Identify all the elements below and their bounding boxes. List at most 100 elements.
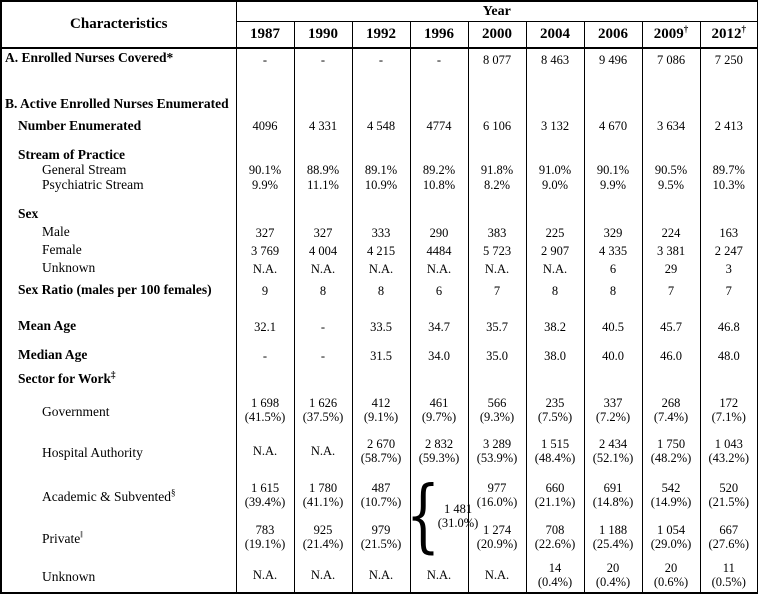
sector-hospital-authority-value-1990: N.A. xyxy=(293,432,352,469)
general-stream-value-1990: 88.9% xyxy=(293,163,352,178)
year-column-header-2009: 2009† xyxy=(641,21,700,49)
row-footnote-marker: ‖ xyxy=(80,529,83,540)
stream-heading-empty-cell xyxy=(583,147,642,163)
sector-hospital-authority-value-1987: N.A. xyxy=(235,432,294,469)
table-body: A. Enrolled Nurses Covered* - - - -8 077 8 46… xyxy=(1,48,758,593)
active-enumerated-heading-empty-cell xyxy=(351,94,410,114)
psychiatric-stream-value-2009: 9.5% xyxy=(641,177,700,193)
sector-private-value-1987: 783 (19.1%) xyxy=(235,515,294,558)
sex-male-value-1987: 327 xyxy=(235,223,294,242)
table-row-sex-male: Male 327 327 333 290 383 225 329 224 163 xyxy=(1,223,758,242)
sex-heading-empty-cell xyxy=(583,205,642,224)
sector-private-value-2006: 1 188 (25.4%) xyxy=(583,515,642,558)
active-enumerated-heading-empty-cell xyxy=(583,94,642,114)
active-enumerated-heading-empty-cell xyxy=(699,94,758,114)
sex-unknown-value-1990: N.A. xyxy=(293,259,352,278)
sector-hospital-authority-value-1996: 2 832 (59.3%) xyxy=(409,432,468,469)
spacer-row xyxy=(1,468,758,474)
psychiatric-stream-value-1996: 10.8% xyxy=(409,177,468,193)
psychiatric-stream-label: Psychiatric Stream xyxy=(1,176,236,193)
table-row-stream-heading: Stream of Practice xyxy=(1,147,758,163)
sector-heading-empty-cell xyxy=(351,369,410,390)
sector-heading-empty-cell xyxy=(525,369,584,390)
sex-female-value-2012: 2 247 xyxy=(699,241,758,260)
sector-academic-subvented-value-2009: 542 (14.9%) xyxy=(641,473,700,516)
sector-private-value-2000: 1 274 (20.9%) xyxy=(467,515,526,558)
year-column-header-2012: 2012† xyxy=(699,21,758,49)
active-enumerated-heading-empty-cell xyxy=(293,94,352,114)
sector-hospital-authority-value-2006: 2 434 (52.1%) xyxy=(583,432,642,469)
general-stream-label: General Stream xyxy=(1,162,236,178)
years-row: 1987 1990 1992 1996 2000 2004 2006 2009† 2012† xyxy=(1,21,758,49)
sex-unknown-value-2000: N.A. xyxy=(467,259,526,278)
active-enumerated-heading-empty-cell xyxy=(235,94,294,114)
table-row-enrolled-covered: A. Enrolled Nurses Covered* - - - -8 077 8 46… xyxy=(1,48,758,70)
sex-male-value-2000: 383 xyxy=(467,223,526,242)
sector-academic-subvented-value-2012: 520 (21.5%) xyxy=(699,473,758,516)
general-stream-value-2009: 90.5% xyxy=(641,163,700,178)
mean-age-value-2000: 35.7 xyxy=(467,315,526,338)
sex-female-value-1990: 4 004 xyxy=(293,241,352,260)
sex-ratio-value-2009: 7 xyxy=(641,279,700,302)
table-row-sector-heading: Sector for Work‡ xyxy=(1,369,758,390)
merged-1996-cell: {1 481 (31.0%) xyxy=(405,473,478,558)
year-label: 2006 xyxy=(598,26,628,42)
sex-female-value-1996: 4484 xyxy=(409,241,468,260)
general-stream-value-2006: 90.1% xyxy=(583,163,642,178)
psychiatric-stream-value-2012: 10.3% xyxy=(699,177,758,193)
median-age-value-1987: - xyxy=(235,344,294,367)
sector-private-value-2012: 667 (27.6%) xyxy=(699,515,758,558)
table-row-psychiatric-stream: Psychiatric Stream 9.9% 11.1% 10.9% 10.8% 8.2… xyxy=(1,176,758,193)
sex-male-value-1990: 327 xyxy=(293,223,352,242)
number-enumerated-value-2004: 3 132 xyxy=(525,116,584,136)
row-label-text: B. Active Enrolled Nurses Enumerated xyxy=(5,95,229,111)
enrolled-covered-label: A. Enrolled Nurses Covered* xyxy=(1,48,236,70)
median-age-value-2004: 38.0 xyxy=(525,344,584,367)
spacer-row xyxy=(1,557,758,559)
sex-female-value-2004: 2 907 xyxy=(525,241,584,260)
spacer-row xyxy=(1,337,758,345)
psychiatric-stream-value-1990: 11.1% xyxy=(293,177,352,193)
stream-heading-empty-cell xyxy=(699,147,758,163)
median-age-value-1996: 34.0 xyxy=(409,344,468,367)
sex-ratio-value-2012: 7 xyxy=(699,279,758,302)
enrolled-covered-value-1992: - xyxy=(351,48,410,70)
row-label-text: Mean Age xyxy=(18,318,77,334)
sex-male-value-1996: 290 xyxy=(409,223,468,242)
sector-government-value-2006: 337 (7.2%) xyxy=(583,391,642,428)
sex-unknown-value-1996: N.A. xyxy=(409,259,468,278)
year-label: 2009 xyxy=(653,26,684,42)
table-row-median-age: Median Age - -31.5 34.0 35.0 38.0 40.0 46.0 48.0 xyxy=(1,344,758,367)
mean-age-label: Mean Age xyxy=(1,316,236,338)
median-age-value-2006: 40.0 xyxy=(583,344,642,367)
stream-heading-empty-cell xyxy=(293,147,352,163)
sector-heading-empty-cell xyxy=(409,369,468,390)
spacer-row xyxy=(1,136,758,147)
sector-heading-empty-cell xyxy=(293,369,352,390)
number-enumerated-value-2012: 2 413 xyxy=(699,116,758,136)
sex-heading-empty-cell xyxy=(641,205,700,224)
number-enumerated-value-1996: 4774 xyxy=(409,116,468,136)
sex-male-value-2004: 225 xyxy=(525,223,584,242)
sector-hospital-authority-value-2000: 3 289 (53.9%) xyxy=(467,432,526,469)
stream-heading-empty-cell xyxy=(351,147,410,163)
sector-heading-empty-cell xyxy=(699,369,758,390)
row-label-text: Female xyxy=(42,242,82,258)
median-age-value-1990: - xyxy=(293,344,352,367)
mean-age-value-2004: 38.2 xyxy=(525,315,584,338)
row-label-text: Government xyxy=(42,403,110,419)
psychiatric-stream-value-2000: 8.2% xyxy=(467,177,526,193)
table-row-sector-hospital-authority: Hospital Authority N.A. N.A. 2 670 (58.7%) 2… xyxy=(1,432,758,469)
mean-age-value-1987: 32.1 xyxy=(235,315,294,338)
median-age-value-1992: 31.5 xyxy=(351,344,410,367)
row-footnote-marker: ‡ xyxy=(111,369,116,380)
row-label-text: Psychiatric Stream xyxy=(42,176,144,192)
year-column-header-1996: 1996 xyxy=(409,21,468,49)
row-label-text: Sex Ratio (males per 100 females) xyxy=(18,282,212,298)
sector-government-value-2009: 268 (7.4%) xyxy=(641,391,700,428)
sex-ratio-label: Sex Ratio (males per 100 females) xyxy=(1,280,236,302)
enrolled-covered-value-2012: 7 250 xyxy=(699,48,758,70)
header-row-year: Characteristics Year xyxy=(1,1,758,49)
active-enumerated-heading-empty-cell xyxy=(467,94,526,114)
